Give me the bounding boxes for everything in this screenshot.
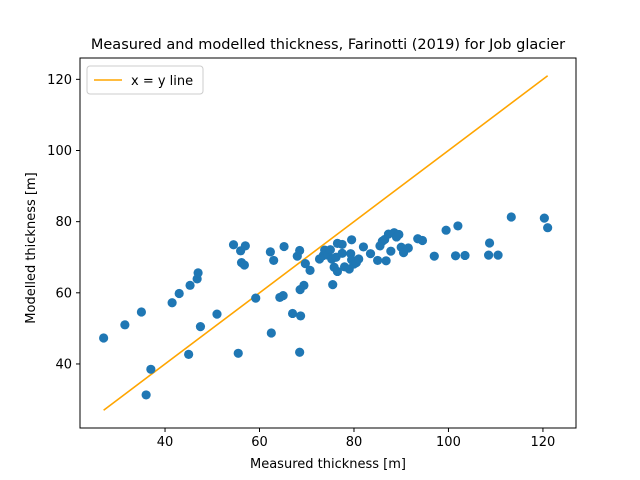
axes-layer (79, 57, 577, 429)
data-point (295, 347, 305, 357)
data-point (299, 280, 309, 290)
data-point (506, 212, 516, 222)
data-point (429, 251, 439, 261)
data-point (99, 333, 109, 343)
data-point (295, 245, 305, 256)
y-tick-label: 80 (55, 215, 72, 230)
data-point (484, 238, 495, 248)
data-point (453, 221, 463, 231)
data-point (358, 242, 369, 252)
y-tick-label: 100 (47, 144, 72, 159)
data-point (328, 280, 338, 290)
legend-label: x = y line (131, 74, 193, 89)
reference-line (103, 75, 549, 411)
data-point (212, 309, 222, 319)
data-point (337, 248, 347, 258)
data-point (417, 235, 428, 246)
x-tick-label: 40 (157, 435, 174, 450)
data-point (167, 298, 177, 308)
chart-title: Measured and modelled thickness, Farinot… (91, 37, 565, 53)
axes-frame (79, 57, 577, 429)
x-tick-label: 100 (436, 435, 461, 450)
ticks-layer: 40 60 80 100 120 40 60 80 100 120 (47, 73, 555, 450)
data-point (193, 268, 203, 278)
data-point (266, 328, 276, 338)
data-point (120, 320, 130, 330)
data-point (269, 255, 279, 266)
data-point (373, 255, 383, 266)
data-point (484, 250, 494, 260)
data-point (233, 348, 243, 358)
data-point (325, 245, 335, 255)
legend-box (86, 65, 204, 95)
data-point (332, 266, 343, 277)
data-point (141, 390, 151, 400)
reference-line-layer (103, 75, 549, 411)
data-point (136, 307, 147, 317)
data-point (184, 349, 194, 359)
legend: x = y line (86, 65, 204, 95)
data-point (228, 240, 239, 250)
data-point (354, 254, 364, 264)
data-point (251, 293, 261, 303)
data-point (240, 241, 250, 251)
y-tick-label: 60 (55, 286, 72, 301)
data-point (539, 213, 549, 223)
x-tick-label: 60 (251, 435, 268, 450)
data-point (146, 364, 156, 374)
x-axis-label: Measured thickness [m] (250, 457, 406, 472)
data-point (386, 246, 396, 256)
data-point (381, 256, 391, 266)
data-point (279, 241, 289, 252)
points-layer (99, 212, 553, 400)
data-point (195, 322, 206, 332)
data-point (287, 308, 298, 319)
data-point (174, 288, 184, 299)
data-point (460, 250, 470, 261)
data-point (543, 223, 553, 233)
y-tick-label: 40 (55, 357, 72, 372)
x-tick-label: 80 (346, 435, 363, 450)
y-tick-label: 120 (47, 73, 72, 88)
data-point (296, 311, 306, 321)
data-point (337, 239, 347, 250)
data-point (239, 260, 249, 270)
data-point (450, 251, 461, 261)
data-point (365, 249, 376, 259)
data-point (403, 243, 413, 253)
y-axis-label: Modelled thickness [m] (24, 172, 39, 323)
data-point (278, 291, 288, 301)
data-point (441, 225, 451, 235)
data-point (394, 229, 404, 240)
data-point (300, 259, 310, 269)
x-tick-label: 120 (531, 435, 556, 450)
data-point (265, 247, 275, 257)
data-point (347, 235, 357, 245)
data-point (305, 265, 315, 275)
data-point (493, 250, 503, 260)
data-point (185, 280, 195, 290)
